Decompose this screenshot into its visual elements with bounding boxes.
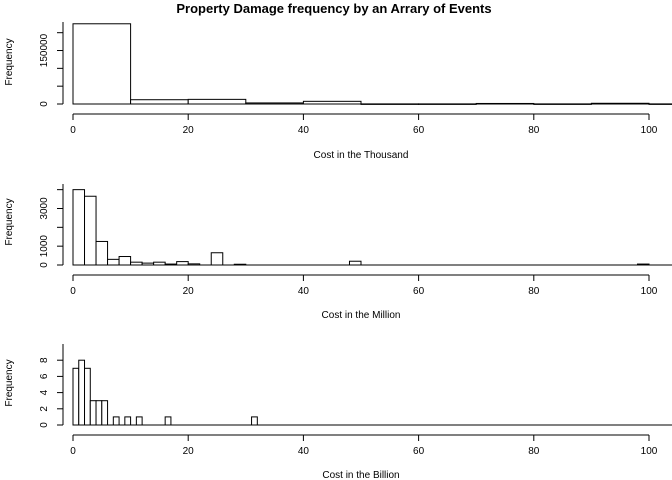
hist-bar-million-13 [348, 260, 362, 266]
x-tick-label-billion-0: 0 [70, 446, 76, 457]
hist-bar-million-9 [176, 261, 189, 266]
y-tick-label-thousand-3: 150000 [39, 33, 50, 67]
xlabel-thousand: Cost in the Thousand [314, 150, 409, 161]
y-tick-label-million-3: 3000 [39, 197, 50, 220]
x-ticks-million: 0 20 40 60 80 100 [70, 275, 658, 297]
hist-bar-billion-1 [78, 359, 86, 426]
x-tick-label-thousand-0: 0 [70, 125, 76, 136]
hist-bar-billion-8 [135, 416, 143, 426]
hist-bar-billion-6 [112, 416, 120, 426]
x-tick-label-thousand-60: 60 [413, 125, 425, 136]
x-ticks-thousand: 0 20 40 60 80 100 [70, 114, 658, 136]
y-ticks-million: 0 1000 3000 [39, 189, 63, 268]
x-tick-label-billion-60: 60 [413, 446, 425, 457]
hist-bar-billion-0 [72, 367, 80, 426]
x-tick-label-million-20: 20 [183, 286, 195, 297]
bars-thousand [72, 23, 672, 105]
hist-bar-million-0 [72, 189, 86, 266]
x-tick-label-thousand-20: 20 [183, 125, 195, 136]
hist-bar-million-1 [84, 195, 97, 266]
x-tick-label-million-40: 40 [298, 286, 310, 297]
hist-bar-million-12 [233, 263, 247, 266]
hist-bar-thousand-0 [72, 23, 132, 105]
hist-bar-thousand-7 [475, 102, 535, 105]
xlabel-billion: Cost in the Billion [322, 470, 399, 480]
ylabel-billion: Frequency [4, 359, 15, 406]
hist-bar-thousand-2 [187, 98, 247, 105]
hist-bar-million-7 [153, 261, 166, 266]
hist-bar-thousand-3 [245, 102, 304, 105]
hist-bar-million-14 [636, 263, 650, 266]
y-ticks-thousand: 0 150000 [39, 32, 63, 107]
hist-bar-billion-7 [124, 416, 132, 426]
hist-bar-million-5 [130, 261, 143, 266]
hist-bar-thousand-10 [648, 103, 672, 105]
hist-bar-million-11 [210, 252, 224, 266]
x-tick-label-million-60: 60 [413, 286, 425, 297]
hist-bar-billion-5 [101, 400, 109, 426]
x-tick-label-million-0: 0 [70, 286, 76, 297]
y-ticks-billion: 0 2 4 6 8 [39, 357, 63, 428]
bars-million [72, 189, 650, 266]
ylabel-thousand: Frequency [4, 38, 15, 85]
hist-bar-billion-3 [89, 400, 97, 426]
x-ticks-billion: 0 20 40 60 80 100 [70, 435, 658, 457]
hist-bar-thousand-9 [590, 102, 650, 105]
panel-million: 0 20 40 60 80 100 0 1000 3000 Cost in the Milli… [4, 184, 672, 321]
y-tick-label-billion-4: 8 [39, 357, 50, 363]
y-tick-label-million-1: 1000 [39, 235, 50, 258]
bars-billion [72, 359, 258, 426]
y-tick-label-billion-3: 6 [39, 373, 50, 379]
x-tick-label-billion-20: 20 [183, 446, 195, 457]
hist-bar-million-4 [118, 256, 132, 266]
x-tick-label-billion-80: 80 [528, 446, 540, 457]
hist-bar-million-8 [164, 263, 178, 266]
hist-bar-thousand-5 [360, 103, 420, 105]
x-tick-label-million-100: 100 [641, 286, 658, 297]
hist-bar-million-10 [187, 263, 201, 266]
hist-bar-thousand-8 [533, 103, 592, 105]
x-tick-label-thousand-80: 80 [528, 125, 540, 136]
hist-bar-billion-9 [164, 416, 172, 426]
y-tick-label-billion-0: 0 [39, 422, 50, 428]
panel-thousand: 0 20 40 60 80 100 0 150000 Cost in the Thousan… [4, 22, 672, 161]
x-tick-label-billion-100: 100 [641, 446, 658, 457]
hist-bar-billion-2 [84, 367, 91, 426]
hist-bar-million-3 [107, 258, 120, 266]
figure-title: Property Damage frequency by an Arrary o… [176, 1, 491, 16]
y-tick-label-billion-1: 2 [39, 406, 50, 412]
x-tick-label-million-80: 80 [528, 286, 540, 297]
hist-bar-million-6 [141, 262, 155, 266]
hist-bar-thousand-4 [302, 100, 362, 105]
hist-bar-million-2 [95, 240, 109, 266]
hist-bar-billion-4 [95, 400, 103, 426]
hist-bar-thousand-6 [418, 103, 477, 105]
hist-bar-thousand-1 [130, 99, 189, 105]
x-tick-label-thousand-100: 100 [641, 125, 658, 136]
y-tick-label-million-0: 0 [39, 262, 50, 268]
xlabel-million: Cost in the Million [322, 310, 401, 321]
panel-billion: 0 20 40 60 80 100 0 2 4 6 8 Cost in the Billion F… [4, 344, 672, 480]
hist-bar-billion-10 [251, 416, 258, 426]
y-tick-label-billion-2: 4 [39, 389, 50, 395]
y-tick-label-thousand-0: 0 [39, 101, 50, 107]
x-tick-label-billion-40: 40 [298, 446, 310, 457]
ylabel-million: Frequency [4, 198, 15, 245]
x-tick-label-thousand-40: 40 [298, 125, 310, 136]
